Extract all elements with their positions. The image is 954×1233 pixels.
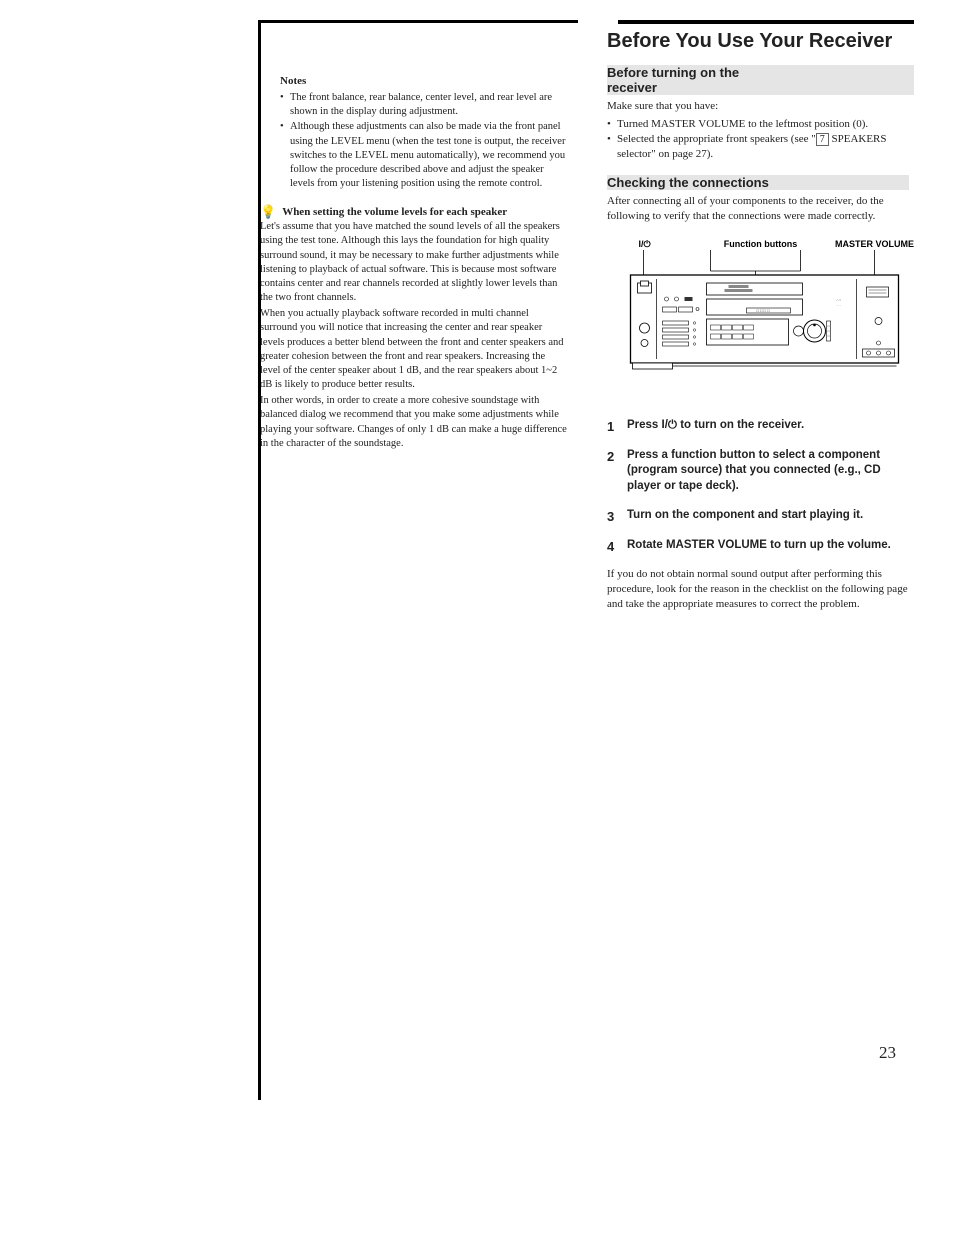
page-number: 23 <box>879 1043 896 1063</box>
tip-paragraph: In other words, in order to create a mor… <box>260 394 567 451</box>
page-content: Notes The front balance, rear balance, c… <box>0 0 954 632</box>
note-item: Although these adjustments can also be m… <box>280 120 567 191</box>
svg-text:□: □ <box>828 329 830 333</box>
left-column: Notes The front balance, rear balance, c… <box>260 20 567 612</box>
subheading-checking-connections: Checking the connections <box>607 175 914 190</box>
notes-list: The front balance, rear balance, center … <box>280 91 567 191</box>
label-power: I/⏻ <box>639 239 652 249</box>
tip-heading: When setting the volume levels for each … <box>282 206 507 218</box>
prerequisite-list: Turned MASTER VOLUME to the leftmost pos… <box>607 117 914 162</box>
svg-text:· · ·: · · · <box>837 304 842 308</box>
note-item: The front balance, rear balance, center … <box>280 91 567 119</box>
svg-text:□: □ <box>828 324 830 328</box>
step-item: Rotate MASTER VOLUME to turn up the volu… <box>607 538 914 554</box>
subheading-text: Checking the connections <box>607 175 909 190</box>
tip-heading-row: 💡 When setting the volume levels for eac… <box>260 205 567 218</box>
prerequisite-item: Selected the appropriate front speakers … <box>607 132 914 162</box>
step-item: Turn on the component and start playing … <box>607 508 914 524</box>
vertical-rule <box>258 20 261 1100</box>
tip-paragraph: When you actually playback software reco… <box>260 307 567 392</box>
step-item: Press I/⏻ to turn on the receiver. <box>607 418 914 434</box>
right-column: Before You Use Your Receiver Before turn… <box>607 20 914 612</box>
svg-text:∴ ∵: ∴ ∵ <box>837 298 842 302</box>
intro-text: Make sure that you have: <box>607 99 914 114</box>
boxed-number: 7 <box>816 133 829 146</box>
svg-text:□: □ <box>828 334 830 338</box>
subheading-before-turning-on: Before turning on the receiver <box>607 65 914 95</box>
prerequisite-item: Turned MASTER VOLUME to the leftmost pos… <box>607 117 914 132</box>
connections-intro: After connecting all of your components … <box>607 194 914 224</box>
label-function-buttons: Function buttons <box>724 239 797 249</box>
svg-text:□ □ □ □: □ □ □ □ <box>757 308 771 313</box>
tip-paragraph: Let's assume that you have matched the s… <box>260 220 567 305</box>
label-master-volume: MASTER VOLUME <box>835 239 914 249</box>
notes-heading: Notes <box>280 75 567 87</box>
receiver-diagram: I/⏻ Function buttons MASTER VOLUME <box>607 235 914 395</box>
top-rule-left <box>258 20 578 23</box>
followup-text: If you do not obtain normal sound output… <box>607 567 914 612</box>
steps-list: Press I/⏻ to turn on the receiver. Press… <box>607 418 914 553</box>
top-rule-right <box>618 20 914 24</box>
step-item: Press a function button to select a comp… <box>607 448 914 495</box>
tip-icon: 💡 <box>260 205 276 218</box>
section-title: Before You Use Your Receiver <box>607 30 914 53</box>
subheading-text: Before turning on the receiver <box>607 65 914 95</box>
